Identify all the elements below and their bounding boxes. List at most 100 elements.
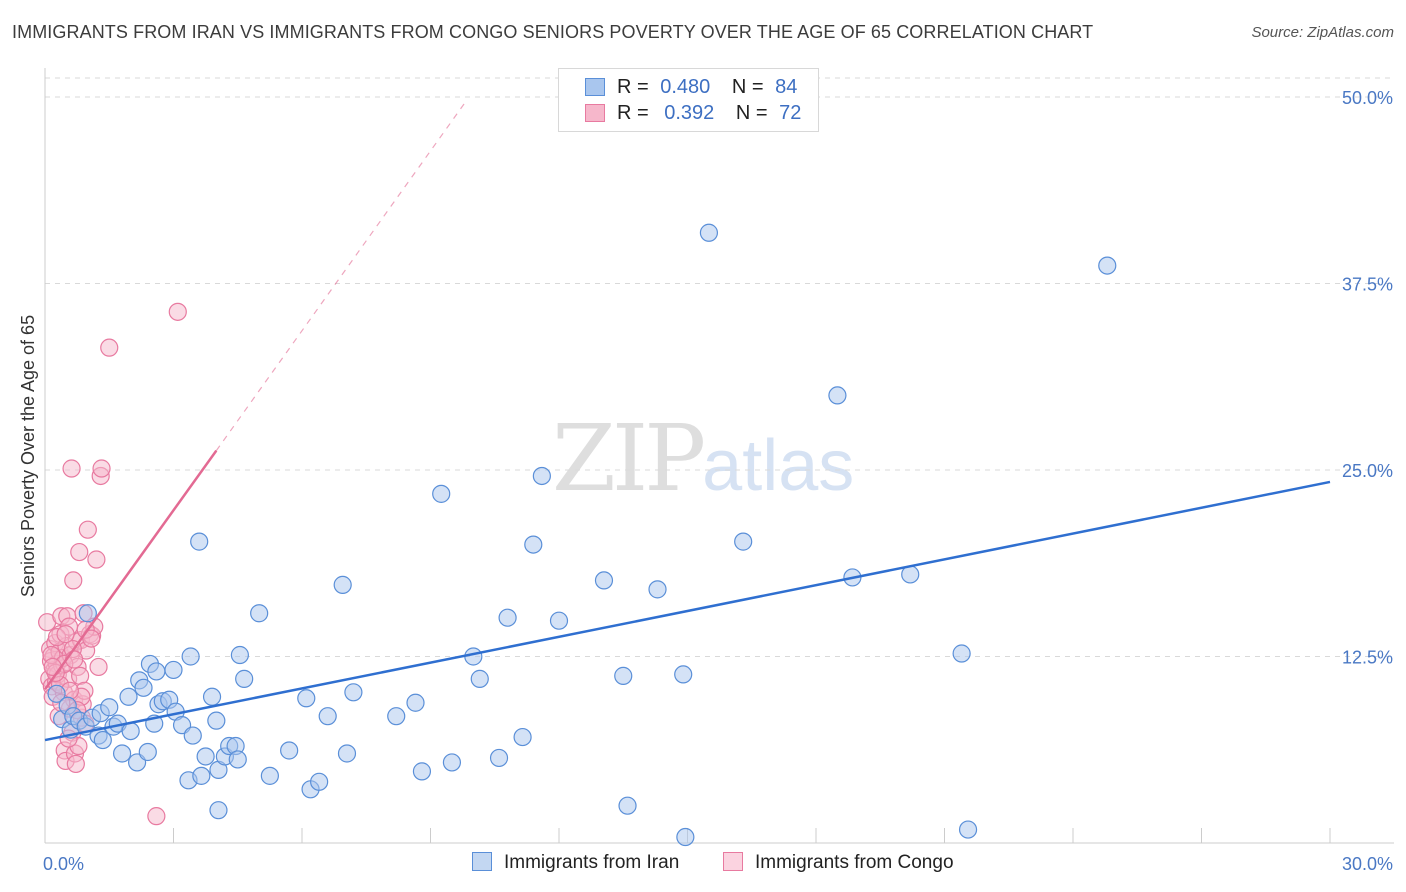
iran-point [78, 604, 97, 623]
congo-point [56, 625, 75, 644]
congo-point [64, 571, 83, 590]
legend-n-label-iran: N = [731, 76, 764, 98]
iran-point [828, 386, 847, 405]
trend-line-congo [43, 449, 218, 691]
y-tick-labels: 12.5% 25.0% 37.5% 50.0% [1342, 88, 1393, 668]
iran-point [549, 611, 569, 630]
y-axis-label: Seniors Poverty Over the Age of 65 [18, 315, 38, 597]
congo-point [62, 459, 81, 478]
x-tick-label-min: 0.0% [43, 854, 84, 874]
iran-point [734, 532, 753, 551]
iran-point [333, 575, 352, 594]
trend-lines [43, 102, 1331, 742]
bottom-legend-congo: Immigrants from Congo [723, 852, 954, 874]
iran-point [412, 762, 432, 781]
bottom-legend-label-congo: Immigrants from Congo [755, 852, 954, 873]
iran-point [470, 669, 489, 688]
iran-point [147, 662, 166, 681]
trend-line-iran [44, 480, 1331, 742]
iran-point [280, 741, 299, 760]
iran-point [228, 750, 247, 769]
iran-point [699, 223, 719, 242]
iran-point [310, 772, 329, 791]
congo-point [168, 302, 187, 321]
congo-point [100, 338, 119, 357]
iran-point [958, 820, 978, 839]
watermark-zip: ZIP [552, 405, 706, 512]
iran-point [337, 744, 357, 763]
iran-point [532, 466, 551, 486]
chart-title: IMMIGRANTS FROM IRAN VS IMMIGRANTS FROM … [12, 22, 1094, 42]
legend-r-value-congo: 0.392 [664, 102, 715, 124]
x-tick-label-max: 30.0% [1342, 854, 1393, 874]
trend-line-congo-extension [215, 102, 466, 451]
iran-point [207, 711, 226, 730]
iran-point [93, 730, 112, 750]
iran-point [192, 766, 211, 785]
iran-point [181, 647, 200, 666]
iran-point [138, 742, 157, 762]
legend-r-label-iran: R = [617, 76, 649, 98]
iran-point [297, 689, 316, 708]
legend-n-label-congo: N = [735, 102, 768, 124]
iran-point [406, 693, 425, 712]
iran-point [250, 604, 269, 623]
y-tick-label: 50.0% [1342, 88, 1393, 108]
bottom-legend-iran: Immigrants from Iran [472, 852, 679, 874]
iran-point [498, 608, 517, 627]
iran-point [190, 532, 209, 551]
bottom-legend-swatch-congo [723, 852, 743, 871]
iran-point [318, 707, 337, 726]
iran-point [100, 698, 119, 717]
iran-point [119, 687, 138, 706]
congo-point [66, 754, 85, 774]
legend-n-value-iran: 84 [775, 76, 798, 98]
legend-n-value-congo: 72 [779, 102, 802, 124]
congo-point [78, 520, 97, 539]
congo-point [89, 657, 108, 677]
iran-point [1098, 256, 1117, 275]
iran-point [112, 744, 132, 763]
axes [44, 68, 1394, 844]
legend-swatch-congo [585, 104, 605, 122]
iran-point [513, 727, 532, 747]
iran-point [489, 748, 509, 768]
bottom-legend-label-iran: Immigrants from Iran [504, 852, 680, 873]
iran-point [235, 669, 254, 688]
congo-point [71, 666, 90, 685]
series-congo-points [38, 302, 187, 826]
iran-point [387, 707, 406, 726]
iran-point [614, 666, 633, 685]
legend-swatch-iran [585, 78, 605, 96]
iran-point [594, 571, 614, 590]
iran-point [648, 580, 667, 599]
iran-point [164, 660, 183, 680]
iran-point [952, 644, 971, 663]
congo-point [43, 657, 62, 677]
series-iran-points [47, 223, 1117, 847]
iran-point [183, 726, 202, 745]
gridlines [45, 77, 1394, 657]
y-tick-label: 12.5% [1342, 648, 1393, 668]
iran-point [209, 801, 228, 820]
iran-point [260, 766, 279, 785]
iran-point [196, 747, 215, 766]
congo-point [65, 650, 84, 669]
iran-point [230, 645, 249, 665]
legend-r-label-congo: R = [617, 102, 649, 124]
iran-point [432, 484, 451, 503]
iran-point [344, 683, 363, 702]
legend: R = 0.480 N = 84 R = 0.392 N = 72 [558, 68, 819, 132]
congo-point [92, 459, 111, 478]
iran-point [134, 678, 153, 697]
y-tick-label: 37.5% [1342, 275, 1393, 295]
iran-point [674, 665, 693, 684]
iran-point [618, 796, 637, 815]
legend-r-value-iran: 0.480 [660, 76, 711, 98]
iran-point [202, 687, 222, 706]
congo-point [70, 542, 89, 562]
iran-point [676, 827, 695, 847]
iran-point [524, 535, 543, 554]
iran-point [464, 647, 483, 666]
